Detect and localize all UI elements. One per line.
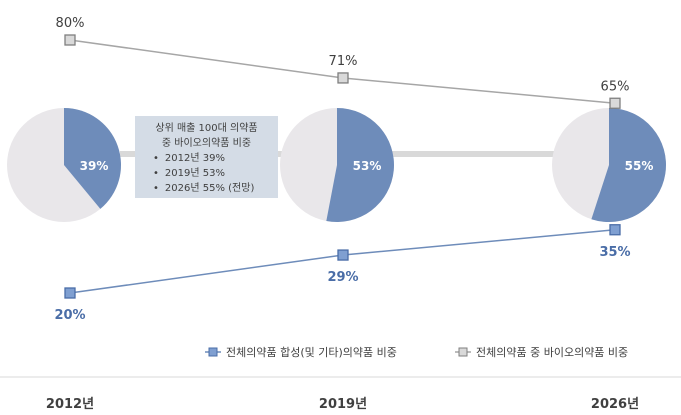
series-marker bbox=[609, 97, 621, 109]
pie-bio-slice bbox=[64, 108, 121, 209]
data-label: 35% bbox=[599, 245, 630, 260]
legend-marker bbox=[208, 347, 218, 357]
legend-label: 전체의약품 합성(및 기타)의약품 비중 bbox=[226, 345, 397, 359]
data-label: 29% bbox=[327, 270, 358, 285]
series-marker bbox=[337, 72, 349, 84]
x-tick-label: 2012년 bbox=[46, 397, 94, 412]
data-label: 65% bbox=[601, 79, 630, 94]
legend-marker bbox=[458, 347, 468, 357]
x-tick-label: 2019년 bbox=[319, 397, 367, 412]
callout-title-1: 상위 매출 100대 의약품 bbox=[155, 123, 258, 134]
legend-label: 전체의약품 중 바이오의약품 비중 bbox=[476, 345, 628, 359]
callout-item: 2019년 53% bbox=[153, 166, 270, 181]
callout-box: 상위 매출 100대 의약품 중 바이오의약품 비중 2012년 39% 201… bbox=[135, 116, 278, 198]
pie-bio-slice bbox=[591, 108, 666, 223]
pie-label: 55% bbox=[625, 159, 654, 173]
callout-list: 2012년 39% 2019년 53% 2026년 55% (전망) bbox=[143, 151, 270, 196]
series-marker bbox=[337, 249, 349, 261]
callout-title-2: 중 바이오의약품 비중 bbox=[161, 138, 252, 149]
pie-bio-slice bbox=[326, 108, 394, 222]
data-label: 71% bbox=[329, 54, 358, 69]
callout-item: 2026년 55% (전망) bbox=[153, 181, 270, 196]
series-marker bbox=[609, 224, 621, 236]
series-marker bbox=[64, 287, 76, 299]
series-marker bbox=[64, 34, 76, 46]
callout-item: 2012년 39% bbox=[153, 151, 270, 166]
pie-label: 53% bbox=[353, 159, 382, 173]
series-line bbox=[69, 39, 616, 104]
data-label: 20% bbox=[54, 308, 85, 323]
data-label: 80% bbox=[56, 16, 85, 31]
pie-label: 39% bbox=[80, 159, 109, 173]
x-tick-label: 2026년 bbox=[591, 397, 639, 412]
